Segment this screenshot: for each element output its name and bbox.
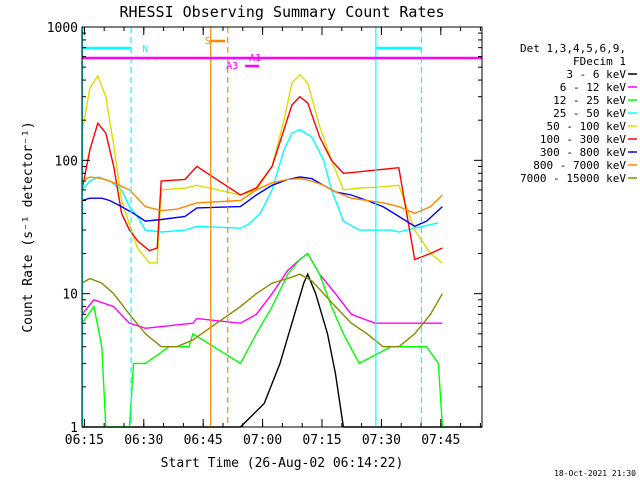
series-line [81, 252, 443, 330]
legend-entry: 50 - 100 keV [547, 120, 627, 133]
x-tick-label: 07:15 [302, 433, 341, 448]
x-axis-label: Start Time (26-Aug-02 06:14:22) [161, 456, 404, 471]
night-label: N [142, 44, 148, 55]
legend-entry: 300 - 800 keV [540, 146, 626, 159]
saa-label: S [205, 36, 211, 47]
x-tick-label: 06:45 [184, 433, 223, 448]
x-axis: 06:15 06:30 06:45 07:00 07:15 07:30 07:45 [65, 27, 481, 448]
x-tick-label: 07:45 [421, 433, 460, 448]
series-line [81, 273, 444, 348]
legend-entry: 3 - 6 keV [566, 68, 626, 81]
annotation-layer: N S A1 A3 [81, 27, 482, 427]
legend-entry: 12 - 25 keV [553, 94, 626, 107]
series-line [81, 176, 443, 228]
legend-entry: 800 - 7000 keV [533, 159, 626, 172]
timestamp-label: 18-Oct-2021 21:30 [554, 469, 636, 478]
y-tick-label: 10 [62, 288, 78, 303]
legend-entry: 7000 - 15000 keV [520, 172, 626, 185]
legend-header: Det 1,3,4,5,6,9, [520, 42, 626, 55]
legend-entry: 100 - 300 keV [540, 133, 626, 146]
y-axis: 1 10 100 1000 [47, 21, 482, 436]
y-axis-label: Count Rate (s⁻¹ detector⁻¹) [21, 121, 36, 332]
series-line [81, 176, 443, 215]
series-line [81, 128, 439, 233]
x-tick-label: 06:30 [124, 433, 163, 448]
legend-entry: 25 - 50 keV [553, 107, 626, 120]
legend-entry: 6 - 12 keV [560, 81, 627, 94]
attenuator-label: A3 [226, 61, 238, 72]
y-tick-label: 1000 [47, 21, 78, 36]
x-tick-label: 07:00 [243, 433, 282, 448]
attenuator-label: A1 [249, 53, 261, 64]
chart-title: RHESSI Observing Summary Count Rates [119, 3, 444, 21]
x-tick-label: 07:30 [362, 433, 401, 448]
y-tick-label: 1 [70, 421, 78, 436]
y-tick-label: 100 [55, 154, 78, 169]
series-line [81, 95, 443, 261]
legend-header: FDecim 1 [573, 55, 626, 68]
x-tick-label: 06:15 [65, 433, 104, 448]
